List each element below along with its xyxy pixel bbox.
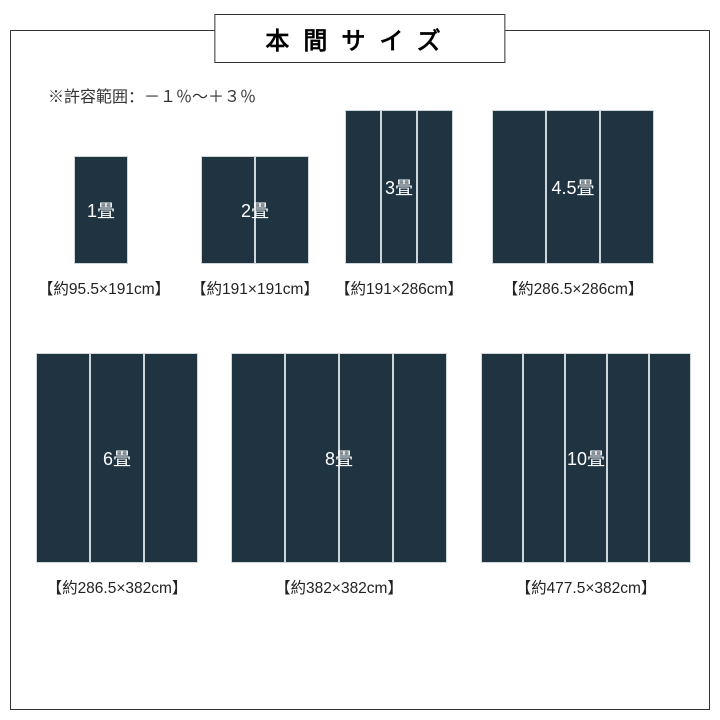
tolerance-note: ※許容範囲：－１％～＋３％ <box>48 83 256 107</box>
mat-panel <box>144 353 198 563</box>
mat-panel <box>36 353 90 563</box>
mat-panel <box>600 110 654 264</box>
mat-1jo: 1畳 <box>74 156 128 264</box>
title: 本間サイズ <box>214 14 505 63</box>
mat-8jo: 8畳 <box>231 353 447 563</box>
mat-panel <box>607 353 649 563</box>
mat-label: 2畳 <box>241 197 269 223</box>
mat-6jo: 6畳 <box>36 353 198 563</box>
mat-panel <box>231 353 285 563</box>
mat-label: 8畳 <box>325 445 353 471</box>
mat-dim-2jo: 【約191×191cm】 <box>191 277 319 299</box>
mat-panel <box>523 353 565 563</box>
mat-panel <box>649 353 691 563</box>
mat-panel <box>481 353 523 563</box>
mat-panel <box>492 110 546 264</box>
mat-dim-3jo: 【約191×286cm】 <box>335 277 463 299</box>
mat-panel <box>345 110 381 264</box>
mat-dim-10jo: 【約477.5×382cm】 <box>516 576 657 598</box>
mat-label: 4.5畳 <box>551 174 594 200</box>
mat-panel <box>393 353 447 563</box>
mat-10jo: 10畳 <box>481 353 691 563</box>
mat-label: 3畳 <box>385 174 413 200</box>
mat-dim-8jo: 【約382×382cm】 <box>275 576 403 598</box>
mat-label: 1畳 <box>87 197 115 223</box>
mat-dim-4-5jo: 【約286.5×286cm】 <box>503 277 644 299</box>
mat-panel <box>417 110 453 264</box>
mat-dim-1jo: 【約95.5×191cm】 <box>38 277 170 299</box>
mat-2jo: 2畳 <box>201 156 309 264</box>
mat-3jo: 3畳 <box>345 110 453 264</box>
mat-label: 10畳 <box>567 445 605 471</box>
mat-label: 6畳 <box>103 445 131 471</box>
mat-dim-6jo: 【約286.5×382cm】 <box>47 576 188 598</box>
mat-4-5jo: 4.5畳 <box>492 110 654 264</box>
